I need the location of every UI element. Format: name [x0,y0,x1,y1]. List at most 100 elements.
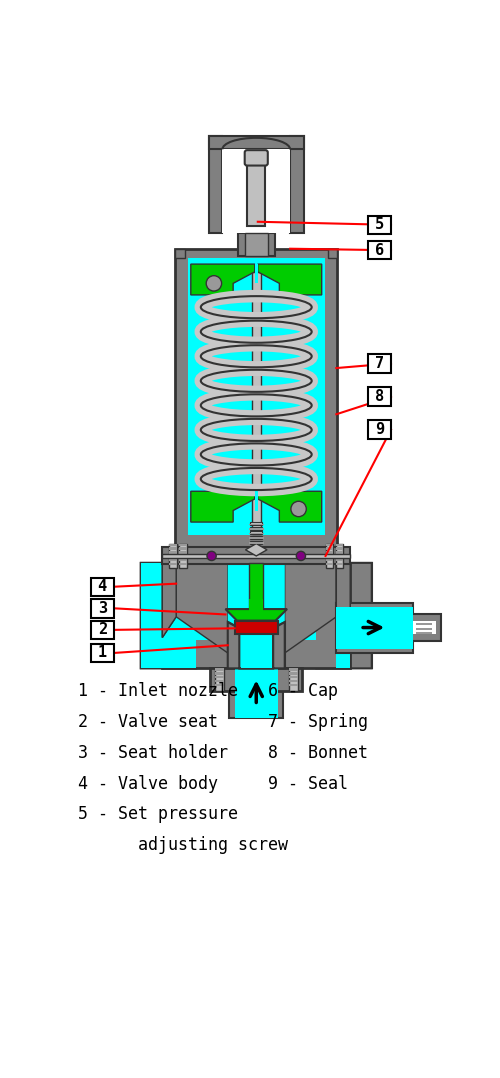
Circle shape [207,551,216,561]
Bar [414,621,436,635]
Bar [326,555,333,557]
Bar [290,136,304,233]
Bar [250,536,262,539]
Bar [288,683,298,686]
Bar [248,542,264,543]
Polygon shape [141,563,196,668]
Text: 6 - Cap: 6 - Cap [268,682,338,701]
Circle shape [291,501,306,516]
Polygon shape [141,563,163,668]
Bar [208,136,304,150]
Bar [169,548,177,550]
Bar [169,563,177,565]
Bar [326,563,333,565]
Bar [250,563,263,610]
Bar [247,152,266,225]
Polygon shape [176,563,228,653]
Polygon shape [191,492,254,522]
FancyBboxPatch shape [244,150,268,166]
Bar [416,623,432,625]
Polygon shape [258,492,322,522]
Bar [141,563,163,668]
Bar [416,632,432,635]
Bar [250,531,262,535]
Bar [234,691,278,718]
Polygon shape [191,264,254,295]
Bar [238,233,275,257]
Text: 1: 1 [98,646,107,661]
Bar [234,668,278,691]
Bar [169,543,177,545]
Text: 2 - Valve seat: 2 - Valve seat [78,713,218,731]
Text: 6: 6 [375,243,384,258]
Bar [336,603,413,653]
Bar [214,676,224,678]
Polygon shape [228,563,284,668]
Polygon shape [336,563,350,668]
Bar [336,548,344,550]
Bar [410,614,441,641]
Bar [90,621,114,639]
Bar [214,683,224,686]
Bar [368,241,391,260]
Text: 7: 7 [375,356,384,371]
Bar [179,543,187,545]
Bar [254,492,258,511]
Bar [326,543,333,545]
Bar [162,554,350,558]
Polygon shape [246,543,267,556]
Bar [240,622,273,668]
Bar [368,420,391,439]
Polygon shape [162,563,176,668]
Bar [196,563,316,640]
Polygon shape [141,563,196,668]
Text: adjusting screw: adjusting screw [78,837,288,854]
Polygon shape [228,622,284,668]
Polygon shape [316,563,372,668]
Bar [416,627,432,630]
Bar [244,233,268,257]
Bar [214,673,224,675]
Bar [250,522,262,525]
Bar [214,680,224,682]
Polygon shape [176,249,184,258]
Bar [179,559,187,562]
Polygon shape [226,609,287,621]
Bar [162,548,350,565]
Text: 8 - Bonnet: 8 - Bonnet [268,744,368,762]
Bar [288,680,298,682]
Bar [326,559,333,562]
Bar [222,150,290,233]
Bar [336,555,344,557]
Bar [90,578,114,596]
Bar [241,628,272,668]
Bar [179,543,187,568]
Polygon shape [336,563,350,637]
Bar [368,216,391,234]
Text: 8: 8 [375,389,384,404]
Bar [336,551,344,554]
Bar [250,599,263,610]
Bar [179,555,187,557]
Bar [169,559,177,562]
Bar [288,668,298,691]
Text: 5: 5 [375,218,384,233]
Bar [248,538,264,539]
Bar [188,258,325,535]
Circle shape [206,276,222,291]
Bar [90,644,114,662]
Bar [234,621,278,634]
Text: 1 - Inlet nozzle: 1 - Inlet nozzle [78,682,237,701]
Bar [250,527,262,529]
Bar [336,563,344,565]
Polygon shape [258,264,322,295]
Bar [336,543,344,545]
Polygon shape [284,563,337,653]
Bar [169,551,177,554]
Bar [248,533,264,535]
Text: 9: 9 [375,423,384,438]
Bar [336,607,413,649]
Text: 4 - Valve body: 4 - Valve body [78,775,218,792]
Bar [176,563,336,617]
Bar [250,540,262,543]
